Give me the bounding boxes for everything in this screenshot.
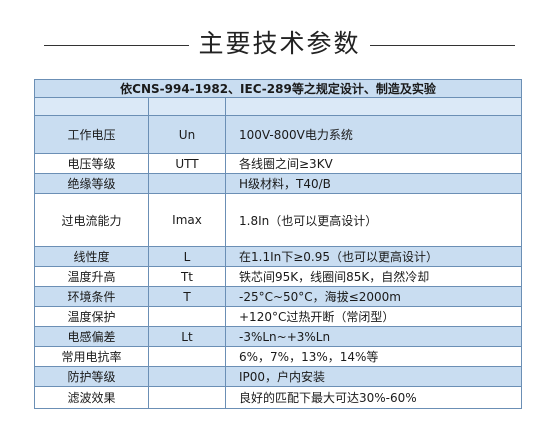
param-value-cell: 在1.1In下≥0.95（也可以更高设计）: [225, 246, 522, 267]
param-value-cell: 各线圈之间≥3KV: [225, 153, 522, 174]
heading-rule-right: [370, 45, 515, 46]
param-value-cell: IP00，户内安装: [225, 366, 522, 387]
param-symbol-cell: [148, 173, 226, 194]
param-name-cell: 工作电压: [34, 115, 149, 154]
param-name-cell: 温度升高: [34, 266, 149, 287]
table-row: 防护等级 IP00，户内安装: [34, 366, 522, 387]
param-name-cell: 过电流能力: [34, 193, 149, 247]
param-name-cell: 滤波效果: [34, 386, 149, 409]
table-row: 电压等级 UTT 各线圈之间≥3KV: [34, 153, 522, 174]
param-symbol-cell: L: [148, 246, 226, 267]
param-symbol-cell: [148, 366, 226, 387]
param-value-cell: 铁芯间95K，线圈间85K，自然冷却: [225, 266, 522, 287]
table-row: 线性度 L 在1.1In下≥0.95（也可以更高设计）: [34, 246, 522, 267]
param-symbol-cell: Lt: [148, 326, 226, 347]
param-value-cell: 良好的匹配下最大可达30%-60%: [225, 386, 522, 409]
param-symbol-cell: [148, 346, 226, 367]
param-symbol-cell: Imax: [148, 193, 226, 247]
table-row: 温度保护 +120°C过热开断（常闭型）: [34, 306, 522, 327]
param-name-cell: 防护等级: [34, 366, 149, 387]
table-blank-row: [34, 97, 522, 116]
param-value-cell: 6%，7%，13%，14%等: [225, 346, 522, 367]
table-row: 工作电压 Un 100V-800V电力系统: [34, 115, 522, 154]
param-value-cell: H级材料，T40/B: [225, 173, 522, 194]
table-row: 常用电抗率 6%，7%，13%，14%等: [34, 346, 522, 367]
param-name-cell: 绝缘等级: [34, 173, 149, 194]
section-heading: 主要技术参数: [0, 0, 560, 82]
page-title: 主要技术参数: [198, 29, 361, 58]
param-name-cell: 常用电抗率: [34, 346, 149, 367]
param-name-cell: 电压等级: [34, 153, 149, 174]
param-symbol-cell: Tt: [148, 266, 226, 287]
table-row: 环境条件 T -25°C~50°C，海拔≤2000m: [34, 286, 522, 307]
table-row: 温度升高 Tt 铁芯间95K，线圈间85K，自然冷却: [34, 266, 522, 287]
table-row: 电感偏差 Lt -3%Ln~+3%Ln: [34, 326, 522, 347]
param-value-cell: -25°C~50°C，海拔≤2000m: [225, 286, 522, 307]
param-value-cell: +120°C过热开断（常闭型）: [225, 306, 522, 327]
param-name-cell: 电感偏差: [34, 326, 149, 347]
table-header-row: 依CNS-994-1982、IEC-289等之规定设计、制造及实验: [34, 79, 522, 98]
param-symbol-cell: [148, 386, 226, 409]
table-header: 依CNS-994-1982、IEC-289等之规定设计、制造及实验: [34, 79, 522, 98]
param-value-cell: 1.8In（也可以更高设计）: [225, 193, 522, 247]
table-row: 滤波效果 良好的匹配下最大可达30%-60%: [34, 386, 522, 409]
param-name-cell: 环境条件: [34, 286, 149, 307]
param-value-cell: -3%Ln~+3%Ln: [225, 326, 522, 347]
spec-table: 依CNS-994-1982、IEC-289等之规定设计、制造及实验 工作电压 Un…: [34, 79, 522, 409]
table-row: 过电流能力 Imax 1.8In（也可以更高设计）: [34, 193, 522, 247]
heading-rule-left: [44, 45, 189, 46]
table-row: 绝缘等级 H级材料，T40/B: [34, 173, 522, 194]
param-name-cell: 温度保护: [34, 306, 149, 327]
param-value-cell: 100V-800V电力系统: [225, 115, 522, 154]
param-symbol-cell: Un: [148, 115, 226, 154]
param-symbol-cell: UTT: [148, 153, 226, 174]
param-symbol-cell: [148, 306, 226, 327]
blank-cell: [148, 97, 226, 116]
param-name-cell: 线性度: [34, 246, 149, 267]
blank-cell: [225, 97, 522, 116]
blank-cell: [34, 97, 149, 116]
param-symbol-cell: T: [148, 286, 226, 307]
